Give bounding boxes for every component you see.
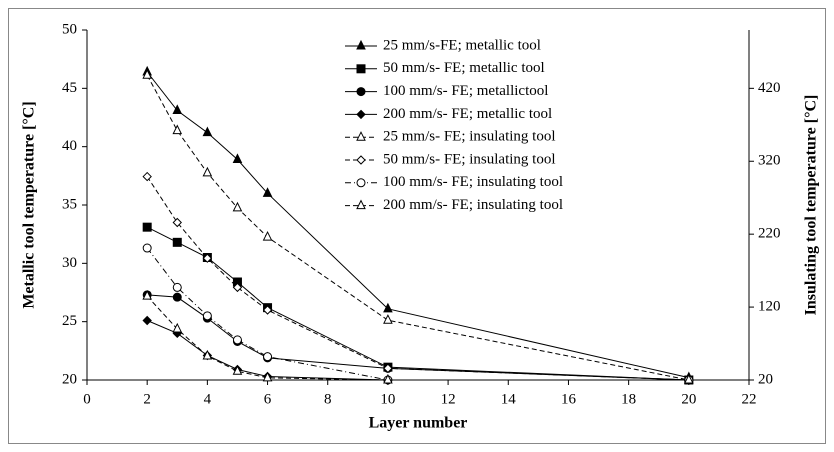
- marker: [142, 315, 152, 326]
- marker: [202, 311, 212, 321]
- x-tick-label: 8: [324, 391, 332, 407]
- y-tick-label: 45: [62, 80, 77, 96]
- marker: [172, 124, 183, 135]
- x-tick-label: 0: [83, 391, 91, 407]
- marker: [172, 237, 182, 247]
- legend-label: 100 mm/s- FE; metallictool: [383, 83, 548, 99]
- y2-tick-label: 120: [758, 299, 781, 315]
- y-tick-label: 40: [62, 138, 77, 154]
- x-axis-title: Layer number: [369, 415, 468, 432]
- legend-label: 50 mm/s- FE; insulating tool: [383, 151, 556, 167]
- x-tick-label: 12: [441, 391, 456, 407]
- marker: [142, 171, 152, 182]
- y-tick-label: 35: [62, 196, 77, 212]
- legend-marker: [356, 39, 366, 50]
- y-tick-label: 25: [62, 313, 77, 329]
- marker: [262, 371, 273, 382]
- y2-tick-label: 320: [758, 153, 781, 169]
- legend-label: 200 mm/s- FE; insulating tool: [383, 197, 563, 213]
- marker: [202, 166, 213, 177]
- legend-marker: [356, 178, 366, 188]
- legend-label: 50 mm/s- FE; metallic tool: [383, 60, 545, 76]
- legend-marker: [356, 64, 366, 74]
- y2-tick-label: 20: [758, 371, 773, 387]
- marker: [142, 243, 152, 253]
- y2-axis-title: Insulating tool temperature [°C]: [803, 95, 820, 316]
- x-tick-label: 20: [681, 391, 696, 407]
- y-tick-label: 20: [62, 371, 77, 387]
- legend-label: 100 mm/s- FE; insulating tool: [383, 174, 563, 190]
- marker: [232, 282, 243, 293]
- marker: [262, 230, 273, 241]
- marker: [172, 217, 182, 228]
- legend-marker: [356, 87, 366, 97]
- marker: [262, 305, 273, 315]
- series-line: [146, 226, 689, 381]
- y-axis-title: Metallic tool temperature [°C]: [21, 101, 38, 308]
- marker: [142, 222, 152, 232]
- frame: [8, 8, 826, 444]
- y-tick-label: 50: [62, 21, 77, 37]
- marker: [262, 187, 273, 197]
- marker: [232, 365, 243, 375]
- x-tick-label: 14: [501, 391, 517, 407]
- marker: [172, 322, 183, 333]
- marker: [172, 104, 183, 114]
- legend-marker: [356, 131, 366, 141]
- series-line: [146, 320, 689, 381]
- legend-marker: [356, 199, 366, 210]
- marker: [202, 126, 213, 137]
- marker: [263, 352, 273, 362]
- marker: [202, 253, 213, 263]
- marker: [172, 292, 182, 302]
- legend-marker: [356, 155, 366, 165]
- legend-label: 25 mm/s- FE; insulating tool: [383, 129, 556, 145]
- legend-label: 25 mm/s-FE; metallic tool: [383, 37, 541, 53]
- y2-tick-label: 220: [758, 226, 781, 242]
- x-tick-label: 2: [143, 391, 151, 407]
- marker: [202, 349, 213, 360]
- marker: [142, 290, 152, 300]
- marker: [232, 201, 243, 212]
- marker: [684, 373, 694, 384]
- y2-tick-label: 420: [758, 80, 781, 96]
- marker: [383, 373, 393, 384]
- series-line: [147, 294, 689, 381]
- marker: [172, 282, 182, 292]
- legend-marker: [356, 109, 366, 120]
- x-tick-label: 18: [621, 391, 636, 407]
- marker: [383, 314, 393, 324]
- x-tick-label: 4: [204, 391, 212, 407]
- y-tick-label: 30: [62, 255, 77, 271]
- series-line: [146, 295, 689, 381]
- legend-label: 200 mm/s- FE; metallic tool: [383, 106, 552, 122]
- marker: [142, 69, 152, 79]
- marker: [383, 302, 393, 313]
- marker: [232, 335, 242, 345]
- x-tick-label: 6: [264, 391, 272, 407]
- marker: [383, 363, 393, 374]
- marker: [232, 153, 243, 163]
- series-line: [146, 247, 689, 381]
- x-tick-label: 16: [561, 391, 577, 407]
- x-tick-label: 10: [380, 391, 395, 407]
- x-tick-label: 22: [742, 391, 757, 407]
